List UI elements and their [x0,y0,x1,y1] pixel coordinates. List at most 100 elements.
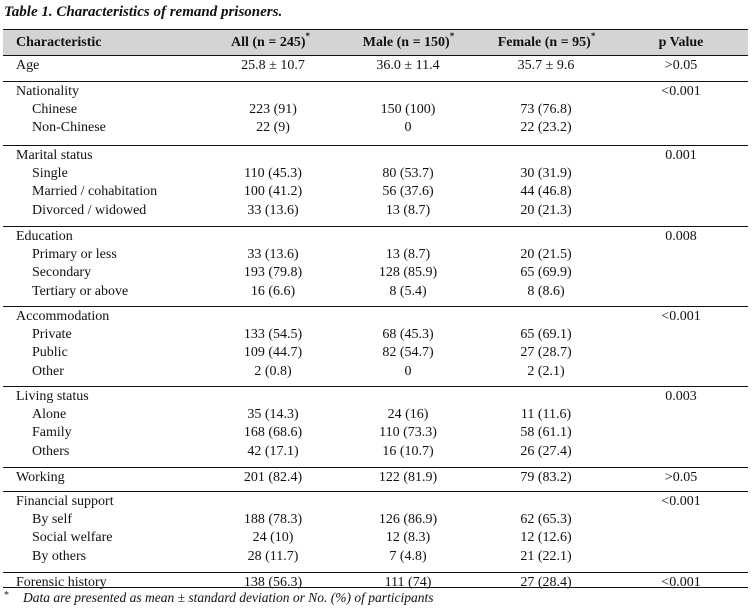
table-row: Divorced / widowed 33 (13.6) 13 (8.7) 20 (2… [3,202,748,220]
row-label: Tertiary or above [32,283,129,299]
table-group: Living status 0.003 Alone 35 (14.3) 24 (16) 1… [3,386,748,467]
row-label: Living status [16,389,89,404]
cell-all: 100 (41.2) [243,184,303,200]
row-label: Divorced / widowed [32,202,147,218]
cell-male: 126 (86.9) [378,512,438,528]
cell-female: 35.7 ± 9.6 [517,58,575,73]
table-row: Nationality <0.001 [3,83,748,101]
cell-male: 110 (73.3) [379,425,437,441]
table-row: Education 0.008 [3,228,748,246]
table-row: Tertiary or above 16 (6.6) 8 (5.4) 8 (8.6) [3,283,748,301]
cell-female: 44 (46.8) [520,184,572,200]
table-group: Financial support <0.001 By self 188 (78.3)… [3,491,748,572]
cell-all: 35 (14.3) [247,407,299,423]
row-label: Non-Chinese [32,120,106,136]
cell-all: 42 (17.1) [247,443,299,459]
table-group: Working 201 (82.4) 122 (81.9) 79 (83.2) >0.0… [3,467,748,491]
cell-all: 168 (68.6) [243,425,303,441]
row-label: Marital status [16,148,93,163]
cell-all: 193 (79.8) [243,265,303,281]
row-label: Accommodation [16,309,110,324]
header-all: All (n = 245)* [231,31,310,50]
cell-all: 133 (54.5) [243,327,303,343]
header-p-value: p Value [658,35,704,50]
cell-male: 122 (81.9) [378,470,438,485]
cell-all: 22 (9) [256,120,290,136]
cell-female: 20 (21.5) [520,247,572,263]
row-label: By others [32,548,87,564]
row-label: Working [16,470,65,485]
cell-male: 16 (10.7) [382,443,434,459]
row-label: Chinese [32,102,78,118]
table-row: Age 25.8 ± 10.7 36.0 ± 11.4 35.7 ± 9.6 >0.05 [3,57,748,75]
row-label: Alone [32,407,67,423]
row-label: Primary or less [32,247,117,263]
cell-female: 65 (69.9) [520,265,572,281]
row-label: By self [32,512,73,528]
cell-female: 30 (31.9) [520,166,572,182]
cell-female: 2 (2.1) [527,363,565,379]
table-row: Others 42 (17.1) 16 (10.7) 26 (27.4) [3,443,748,461]
cell-all: 188 (78.3) [243,512,303,528]
row-label: Age [16,58,40,73]
table-group: Marital status 0.001 Single 110 (45.3) 80 (5… [3,145,748,226]
cell-p-value: <0.001 [661,84,701,99]
cell-female: 79 (83.2) [520,470,572,485]
characteristics-table: Characteristic All (n = 245)* Male (n = … [3,29,748,590]
row-label: Forensic history [16,575,107,590]
cell-male: 7 (4.8) [389,548,427,564]
cell-female: 62 (65.3) [520,512,572,528]
cell-male: 13 (8.7) [385,247,431,263]
table-row: Financial support <0.001 [3,493,748,511]
header-characteristic: Characteristic [16,35,102,50]
cell-p-value: <0.001 [661,575,701,590]
cell-all: 33 (13.6) [247,202,299,218]
cell-female: 22 (23.2) [520,120,572,136]
row-label: Public [32,345,68,361]
table-group: Nationality <0.001 Chinese 223 (91) 150 (100… [3,81,748,145]
cell-female: 27 (28.4) [520,575,572,590]
cell-male: 36.0 ± 11.4 [376,58,440,73]
table-row: Alone 35 (14.3) 24 (16) 11 (11.6) [3,406,748,424]
table-row: Marital status 0.001 [3,147,748,165]
table-row: Married / cohabitation 100 (41.2) 56 (37.6… [3,183,748,201]
table-row: Family 168 (68.6) 110 (73.3) 58 (61.1) [3,424,748,442]
row-label: Secondary [32,265,92,281]
cell-all: 2 (0.8) [254,363,292,379]
cell-male: 82 (54.7) [382,345,434,361]
table-row: Non-Chinese 22 (9) 0 22 (23.2) [3,119,748,137]
table-row: Public 109 (44.7) 82 (54.7) 27 (28.7) [3,344,748,362]
cell-p-value: 0.001 [665,148,697,163]
row-label: Married / cohabitation [32,184,158,200]
table-header-row: Characteristic All (n = 245)* Male (n = … [3,30,748,56]
cell-all: 28 (11.7) [247,548,299,564]
table-row: Working 201 (82.4) 122 (81.9) 79 (83.2) >0.0… [3,469,748,487]
table-row: Living status 0.003 [3,388,748,406]
row-label: Others [32,443,70,459]
table-row: Social welfare 24 (10) 12 (8.3) 12 (12.6) [3,529,748,547]
table-row: Private 133 (54.5) 68 (45.3) 65 (69.1) [3,326,748,344]
table-caption: Table 1. Characteristics of remand priso… [4,4,283,20]
cell-male: 0 [404,363,412,379]
cell-p-value: >0.05 [664,470,698,485]
cell-female: 8 (8.6) [527,283,565,299]
cell-p-value: >0.05 [664,58,698,73]
row-label: Other [32,363,64,379]
cell-all: 24 (10) [252,530,294,546]
cell-p-value: 0.008 [665,229,697,244]
table-row: Chinese 223 (91) 150 (100) 73 (76.8) [3,101,748,119]
cell-all: 33 (13.6) [247,247,299,263]
cell-male: 24 (16) [387,407,429,423]
cell-male: 0 [404,120,412,136]
cell-all: 109 (44.7) [243,345,303,361]
cell-male: 80 (53.7) [382,166,434,182]
table-row: Other 2 (0.8) 0 2 (2.1) [3,363,748,381]
row-label: Family [32,425,72,441]
cell-all: 138 (56.3) [243,575,303,590]
cell-female: 65 (69.1) [520,327,572,343]
row-label: Education [16,229,73,244]
cell-female: 26 (27.4) [520,443,572,459]
cell-all: 25.8 ± 10.7 [241,58,305,73]
table-footnote: * Data are presented as mean ± standard d… [4,590,434,605]
row-label: Social welfare [32,530,113,546]
